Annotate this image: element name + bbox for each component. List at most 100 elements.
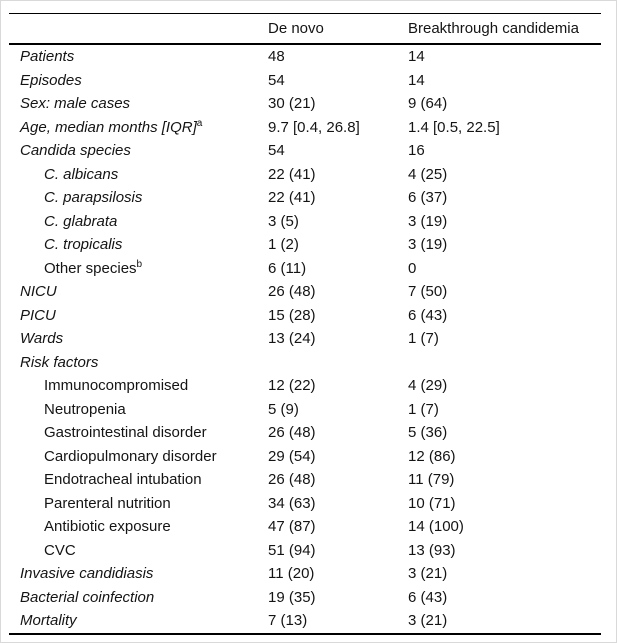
value-breakthrough-candidemia: 7 (50) xyxy=(408,283,448,300)
value-breakthrough-candidemia: 12 (86) xyxy=(408,447,456,465)
value-de-novo: 22 (41) xyxy=(268,165,316,183)
value-de-novo: 13 (24) xyxy=(268,330,316,347)
row-label: Episodes xyxy=(20,71,82,89)
value-de-novo: 26 (48) xyxy=(268,283,316,300)
table-row: CVC 51 (94) 13 (93) xyxy=(9,539,601,563)
row-label: Gastrointestinal disorder xyxy=(44,424,207,441)
table-row: C. glabrata 3 (5) 3 (19) xyxy=(9,210,601,234)
value-breakthrough-candidemia: 13 (93) xyxy=(408,541,456,559)
value-breakthrough-candidemia: 6 (43) xyxy=(408,306,448,324)
table-row: Parenteral nutrition 34 (63) 10 (71) xyxy=(9,492,601,516)
table-row: Gastrointestinal disorder 26 (48) 5 (36) xyxy=(9,421,601,445)
table-row: Sex: male cases 30 (21) 9 (64) xyxy=(9,92,601,116)
value-breakthrough-candidemia: 10 (71) xyxy=(408,494,456,512)
table-row: Age, median months [IQR]a 9.7 [0.4, 26.8… xyxy=(9,116,601,140)
value-breakthrough-candidemia: 3 (21) xyxy=(408,565,448,582)
table-row: Risk factors xyxy=(9,351,601,375)
column-header-de-novo: De novo xyxy=(268,20,324,37)
value-breakthrough-candidemia xyxy=(408,351,601,375)
row-label: Immunocompromised xyxy=(44,377,189,394)
row-label: Neutropenia xyxy=(44,400,126,418)
row-label: Risk factors xyxy=(20,353,99,371)
row-label: Candida species xyxy=(20,142,131,159)
table-row: C. albicans 22 (41) 4 (25) xyxy=(9,163,601,187)
table-row: Endotracheal intubation 26 (48) 11 (79) xyxy=(9,468,601,492)
row-label: Antibiotic exposure xyxy=(44,518,171,535)
column-header-breakthrough-candidemia: Breakthrough candidemia xyxy=(408,20,579,37)
value-breakthrough-candidemia: 6 (37) xyxy=(408,189,448,206)
table-row: NICU 26 (48) 7 (50) xyxy=(9,280,601,304)
value-de-novo: 12 (22) xyxy=(268,377,316,394)
value-breakthrough-candidemia: 1.4 [0.5, 22.5] xyxy=(408,118,500,136)
value-breakthrough-candidemia: 9 (64) xyxy=(408,95,448,112)
value-breakthrough-candidemia: 4 (25) xyxy=(408,165,448,183)
value-de-novo: 30 (21) xyxy=(268,95,316,112)
value-de-novo: 19 (35) xyxy=(268,588,316,606)
table-row: Mortality 7 (13) 3 (21) xyxy=(9,609,601,633)
row-label: C. tropicalis xyxy=(44,236,123,253)
value-de-novo: 15 (28) xyxy=(268,306,316,324)
value-breakthrough-candidemia: 1 (7) xyxy=(408,400,439,418)
value-de-novo: 54 xyxy=(268,71,285,89)
table-row: Episodes 54 14 xyxy=(9,69,601,93)
row-label: C. parapsilosis xyxy=(44,189,143,206)
value-de-novo: 11 (20) xyxy=(268,565,315,582)
table-row: C. parapsilosis 22 (41) 6 (37) xyxy=(9,186,601,210)
value-breakthrough-candidemia: 4 (29) xyxy=(408,377,448,394)
table-row: Invasive candidiasis 11 (20) 3 (21) xyxy=(9,562,601,586)
value-breakthrough-candidemia: 14 xyxy=(408,48,425,65)
value-breakthrough-candidemia: 5 (36) xyxy=(408,424,448,441)
row-label: C. glabrata xyxy=(44,212,118,230)
row-label: Parenteral nutrition xyxy=(44,494,171,512)
value-de-novo: 7 (13) xyxy=(268,612,308,629)
value-breakthrough-candidemia: 3 (19) xyxy=(408,212,448,230)
row-label: Endotracheal intubation xyxy=(44,471,202,488)
value-breakthrough-candidemia: 0 xyxy=(408,259,417,277)
row-label: Patients xyxy=(20,48,75,65)
table-row: Patients 48 14 xyxy=(9,45,601,69)
value-breakthrough-candidemia: 14 xyxy=(408,71,425,89)
footnote-superscript: a xyxy=(196,117,203,129)
footnote-superscript: b xyxy=(136,258,143,270)
value-de-novo: 5 (9) xyxy=(268,400,299,418)
value-de-novo: 6 (11) xyxy=(268,259,307,277)
row-label: Sex: male cases xyxy=(20,95,131,112)
value-breakthrough-candidemia: 14 (100) xyxy=(408,518,464,535)
row-label: Other speciesb xyxy=(44,258,143,277)
table-row: Wards 13 (24) 1 (7) xyxy=(9,327,601,351)
row-label: PICU xyxy=(20,306,56,324)
table-row: Cardiopulmonary disorder 29 (54) 12 (86) xyxy=(9,445,601,469)
value-de-novo: 22 (41) xyxy=(268,189,316,206)
value-de-novo: 51 (94) xyxy=(268,541,316,559)
value-de-novo xyxy=(268,351,408,375)
value-breakthrough-candidemia: 3 (21) xyxy=(408,612,448,629)
row-label: Bacterial coinfection xyxy=(20,588,155,606)
row-label: CVC xyxy=(44,541,76,559)
value-breakthrough-candidemia: 6 (43) xyxy=(408,588,448,606)
table-row: Bacterial coinfection 19 (35) 6 (43) xyxy=(9,586,601,610)
table-row: Immunocompromised 12 (22) 4 (29) xyxy=(9,374,601,398)
table-row: Neutropenia 5 (9) 1 (7) xyxy=(9,398,601,422)
table-row: PICU 15 (28) 6 (43) xyxy=(9,304,601,328)
row-label: Wards xyxy=(20,330,64,347)
table-row: Other speciesb 6 (11) 0 xyxy=(9,257,601,281)
value-de-novo: 9.7 [0.4, 26.8] xyxy=(268,118,360,136)
row-label: Invasive candidiasis xyxy=(20,565,154,582)
value-de-novo: 29 (54) xyxy=(268,447,316,465)
value-de-novo: 48 xyxy=(268,48,285,65)
table-row: Candida species 54 16 xyxy=(9,139,601,163)
comparison-table: De novo Breakthrough candidemia Patients… xyxy=(9,13,601,635)
row-label: Age, median months [IQR]a xyxy=(20,117,203,136)
value-de-novo: 1 (2) xyxy=(268,236,299,253)
value-de-novo: 54 xyxy=(268,142,285,159)
row-label: Mortality xyxy=(20,612,77,629)
value-de-novo: 26 (48) xyxy=(268,424,316,441)
value-de-novo: 26 (48) xyxy=(268,471,316,488)
value-breakthrough-candidemia: 1 (7) xyxy=(408,330,439,347)
table-row: C. tropicalis 1 (2) 3 (19) xyxy=(9,233,601,257)
table-body: Patients 48 14 Episodes 54 14 Sex: male … xyxy=(9,45,601,635)
row-label: Cardiopulmonary disorder xyxy=(44,447,217,465)
value-de-novo: 34 (63) xyxy=(268,494,316,512)
row-label: C. albicans xyxy=(44,165,119,183)
value-breakthrough-candidemia: 3 (19) xyxy=(408,236,448,253)
